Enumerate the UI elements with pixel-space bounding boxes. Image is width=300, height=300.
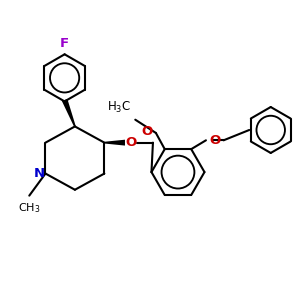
Polygon shape	[62, 99, 76, 127]
Text: N: N	[33, 167, 45, 180]
Text: O: O	[141, 125, 152, 138]
Text: O: O	[126, 136, 137, 149]
Text: CH$_3$: CH$_3$	[18, 201, 40, 215]
Text: H$_3$C: H$_3$C	[107, 100, 131, 115]
Polygon shape	[104, 140, 125, 146]
Text: F: F	[60, 37, 69, 50]
Text: O: O	[209, 134, 221, 147]
